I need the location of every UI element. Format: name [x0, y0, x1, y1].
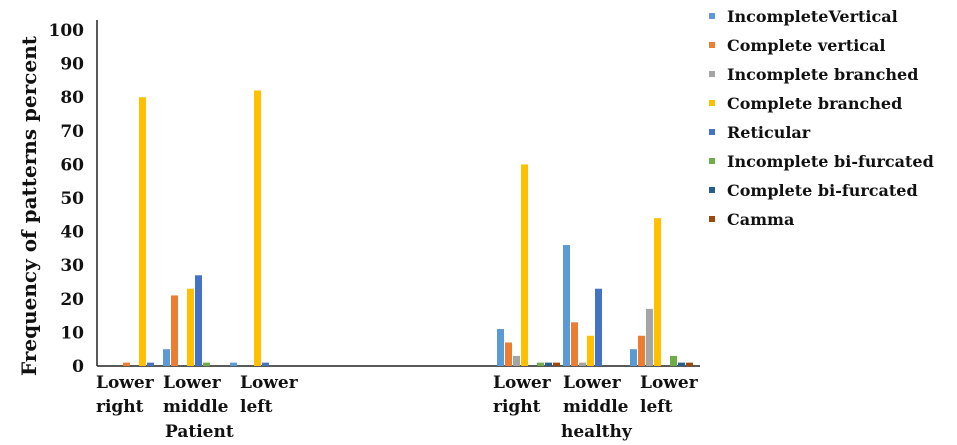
x-tick-label: Lower [96, 373, 155, 393]
bar [686, 362, 693, 366]
bar [545, 362, 552, 366]
bar [587, 335, 594, 366]
y-axis-label: Frequency of patterns percent [17, 35, 41, 376]
x-tick-label: middle [163, 397, 229, 417]
legend-swatch [709, 129, 715, 135]
bars [123, 90, 693, 366]
legend-entry: Camma [727, 210, 794, 229]
bar [537, 362, 544, 366]
legend-entry: Incomplete bi-furcated [727, 152, 934, 171]
x-tick-label: Lower [163, 373, 222, 393]
bar [563, 245, 570, 366]
bar [678, 362, 685, 366]
group-label: healthy [561, 422, 633, 442]
category-labels: Lower right Lower middle Lower left Lower right… [96, 373, 699, 442]
y-tick-label: 100 [49, 21, 85, 41]
legend-entry: IncompleteVertical [727, 7, 898, 26]
legend-swatch [709, 187, 715, 193]
y-tick-label: 10 [60, 323, 84, 343]
bar [571, 322, 578, 366]
axes: 0 10 20 30 40 50 60 70 80 90 100 [49, 20, 700, 377]
legend-entry: Incomplete branched [727, 65, 918, 84]
bar [139, 97, 146, 366]
legend-entry: Reticular [727, 123, 811, 142]
bar [521, 164, 528, 366]
bar [654, 218, 661, 366]
bar [638, 335, 645, 366]
x-tick-label: left [640, 397, 673, 417]
bar [595, 288, 602, 366]
y-tick-label: 50 [60, 189, 84, 209]
bar [513, 355, 520, 366]
legend-swatch [709, 158, 715, 164]
y-tick-label: 40 [60, 223, 84, 243]
bar [670, 355, 677, 366]
legend-swatch [709, 13, 715, 19]
y-tick-label: 0 [72, 357, 84, 377]
y-tick-label: 90 [60, 55, 84, 75]
y-tick-label: 60 [60, 155, 84, 175]
y-tick-label: 20 [60, 290, 84, 310]
bar [254, 90, 261, 366]
bar [187, 288, 194, 366]
bar [646, 308, 653, 366]
x-tick-label: Lower [493, 373, 552, 393]
legend-swatch [709, 216, 715, 222]
y-tick-label: 70 [60, 122, 84, 142]
legend-swatch [709, 100, 715, 106]
legend: IncompleteVertical Complete vertical Incom… [709, 7, 934, 229]
bar [630, 349, 637, 366]
bar [171, 295, 178, 366]
bar [230, 362, 237, 366]
bar [195, 275, 202, 366]
y-tick-label: 80 [60, 88, 84, 108]
legend-swatch [709, 42, 715, 48]
x-tick-label: Lower [240, 373, 299, 393]
bar [497, 329, 504, 366]
x-tick-label: Lower [563, 373, 622, 393]
group-label: Patient [165, 422, 234, 442]
bar [579, 362, 586, 366]
bar [262, 362, 269, 366]
x-tick-label: Lower [640, 373, 699, 393]
legend-entry: Complete bi-furcated [727, 181, 918, 200]
legend-swatch [709, 71, 715, 77]
bar [203, 362, 210, 366]
bar [123, 362, 130, 366]
legend-entry: Complete branched [727, 94, 902, 113]
legend-entry: Complete vertical [727, 36, 885, 55]
x-tick-label: right [96, 397, 144, 417]
x-tick-label: left [240, 397, 273, 417]
x-tick-label: right [493, 397, 541, 417]
bar [147, 362, 154, 366]
bar [505, 342, 512, 366]
bar [553, 362, 560, 366]
x-tick-label: middle [563, 397, 629, 417]
y-tick-label: 30 [60, 256, 84, 276]
bar [163, 349, 170, 366]
